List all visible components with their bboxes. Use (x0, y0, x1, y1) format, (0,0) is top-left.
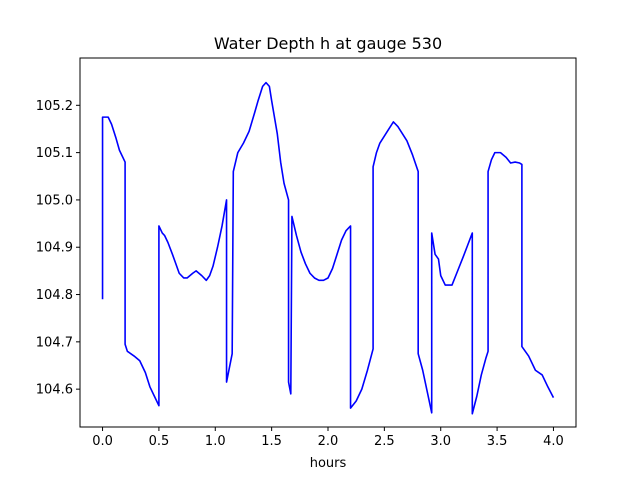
plot-area (101, 81, 555, 415)
y-tick-label: 104.8 (36, 288, 73, 303)
y-tick-label: 105.2 (36, 99, 73, 114)
y-tick-label: 105.0 (36, 193, 73, 208)
x-tick-label: 0.5 (149, 434, 170, 449)
x-axis-label: hours (310, 456, 347, 471)
x-axis: 0.0 0.5 1.0 1.5 2.0 2.5 3.0 3.5 4.0 (92, 427, 564, 449)
y-tick-label: 104.9 (36, 241, 73, 256)
x-tick-label: 2.0 (318, 434, 339, 449)
y-axis: 104.6 104.7 104.8 104.9 105.0 105.1 105.2 (36, 99, 80, 398)
x-tick-label: 1.5 (261, 434, 282, 449)
x-tick-label: 1.0 (205, 434, 226, 449)
y-tick-label: 104.7 (36, 335, 73, 350)
y-tick-label: 105.1 (36, 146, 73, 161)
chart-title: Water Depth h at gauge 530 (214, 34, 442, 53)
series-line-0 (101, 81, 555, 415)
axes-frame (79, 57, 577, 428)
x-tick-label: 3.0 (430, 434, 451, 449)
x-tick-label: 3.5 (487, 434, 508, 449)
y-tick-label: 104.6 (36, 383, 73, 398)
x-tick-label: 4.0 (543, 434, 564, 449)
x-tick-label: 2.5 (374, 434, 395, 449)
x-tick-label: 0.0 (92, 434, 113, 449)
